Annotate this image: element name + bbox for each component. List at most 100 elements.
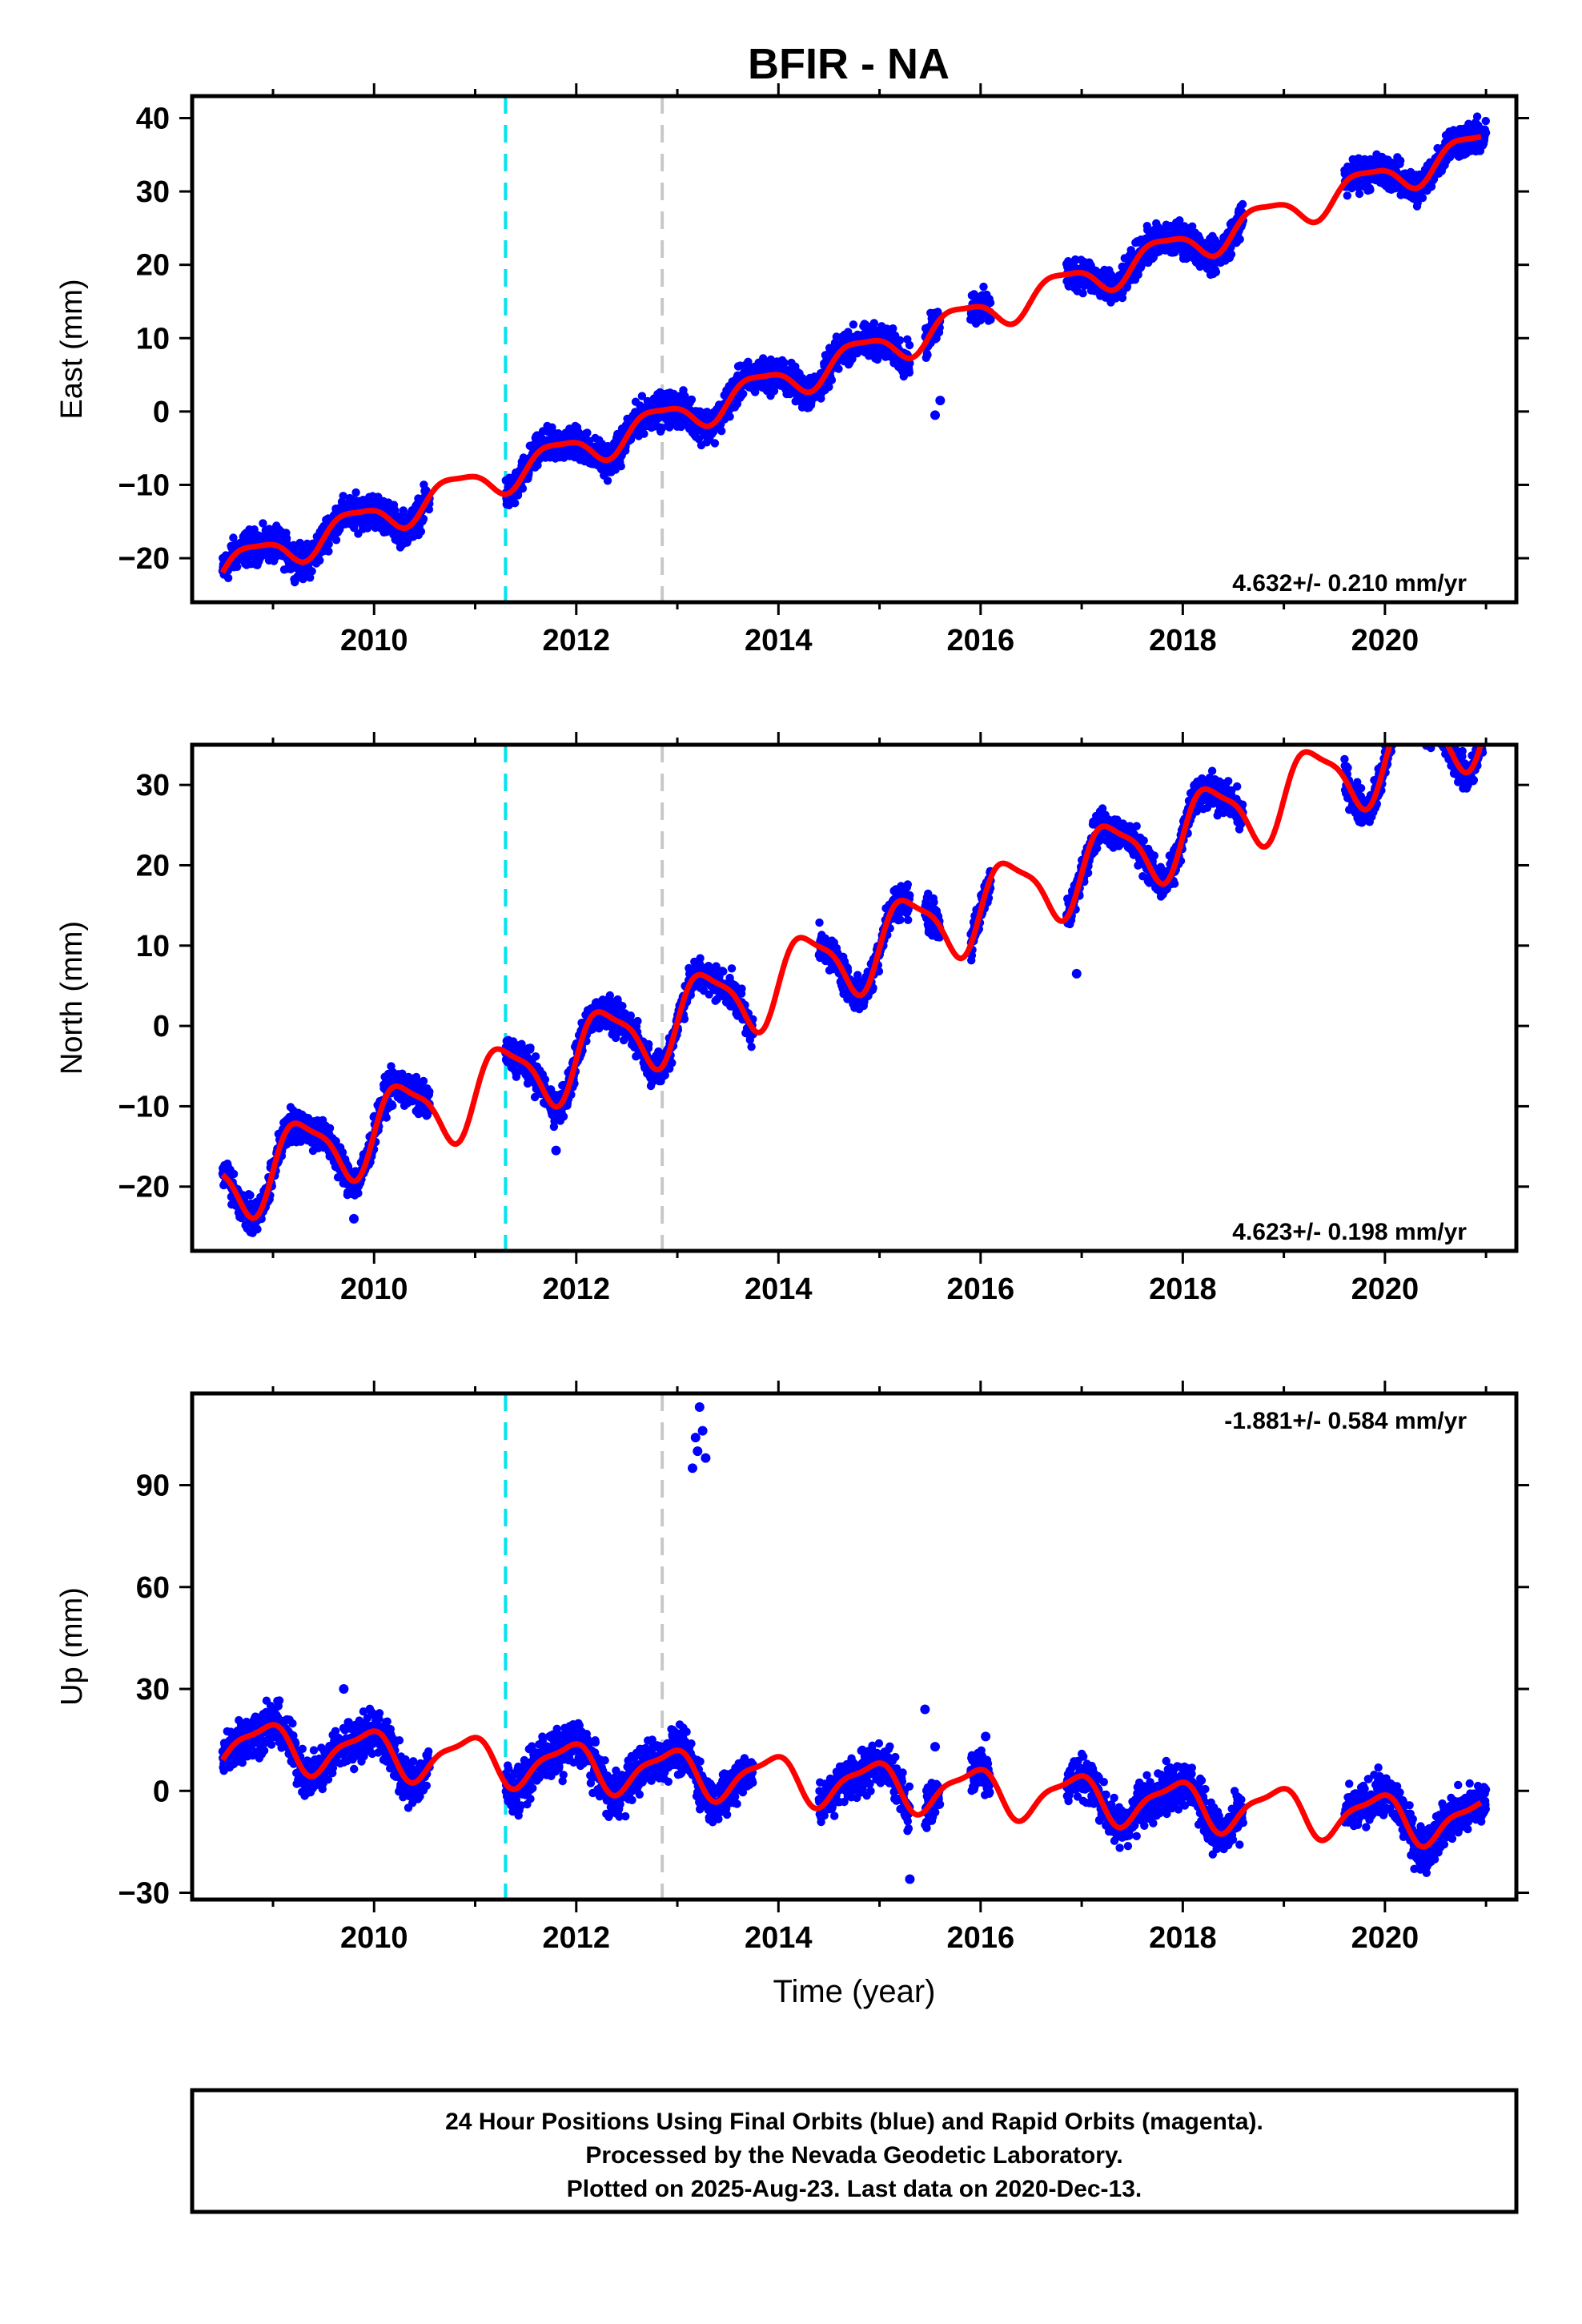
x-tick-label: 2016 [947,1273,1015,1306]
data-point [986,298,995,308]
data-point [1481,116,1491,126]
figure-title: BFIR - NA [748,40,950,88]
data-point [223,573,233,582]
data-point [834,364,843,373]
data-point [849,320,858,329]
data-point [246,1191,255,1200]
data-point [780,358,789,368]
velocity-label: 4.632+/- 0.210 mm/yr [1232,570,1467,597]
data-point [979,282,988,292]
outlier-point [930,410,941,420]
data-point [618,1002,627,1011]
data-point [687,395,697,404]
data-point [325,1124,335,1133]
x-tick-label: 2012 [543,624,611,657]
data-point [658,424,667,432]
y-tick-label: −20 [118,1171,170,1204]
data-point [419,1076,428,1086]
data-point [640,429,648,438]
data-point [548,423,556,432]
data-point [583,428,592,437]
data-point [1078,289,1087,298]
data-point [518,484,528,493]
data-point [282,533,291,543]
observations [218,745,1489,1237]
data-point [1235,235,1244,243]
outlier-point [935,396,946,406]
data-point [626,1011,635,1020]
data-point [1355,189,1364,199]
data-point [633,1016,642,1026]
y-tick-label: 30 [136,769,170,802]
data-point [717,427,726,436]
data-point [259,519,267,528]
x-tick-label: 2018 [1149,624,1217,657]
data-point [1396,156,1405,165]
outlier-point [293,571,303,581]
data-point [399,506,408,515]
x-tick-label: 2010 [340,624,408,657]
data-point [351,488,360,497]
x-tick-label: 2014 [745,624,813,657]
data-point [511,499,520,508]
data-point [1472,112,1482,121]
data-point [905,368,914,377]
data-point [331,536,341,545]
data-point [739,389,748,398]
y-tick-label: 30 [136,175,170,209]
data-point [354,1188,363,1198]
data-point [895,336,905,345]
data-point [1227,250,1236,259]
y-tick-label: −10 [118,1090,170,1124]
data-point [637,392,647,400]
data-point [391,506,400,515]
data-point [315,556,324,565]
data-point [923,351,932,360]
observations [218,112,1491,587]
data-point [339,492,347,501]
data-point [388,1101,397,1111]
x-tick-label: 2014 [745,1273,813,1306]
data-point [233,562,242,571]
y-axis-label: East (mm) [55,279,89,419]
data-point [710,439,720,448]
data-point [869,319,879,328]
y-tick-label: 0 [153,396,170,429]
data-point [229,533,238,542]
y-tick-label: 10 [136,930,170,963]
data-point [603,476,612,485]
y-tick-label: 40 [136,102,170,135]
data-point [350,520,359,529]
data-point [307,567,316,576]
x-tick-label: 2020 [1351,1273,1419,1306]
data-point [668,1059,677,1068]
data-point [229,1169,239,1179]
data-point [526,1043,535,1052]
data-point [425,1088,434,1096]
y-tick-label: 0 [153,1010,170,1043]
data-point [827,376,837,384]
x-tick-label: 2012 [543,1273,611,1306]
data-point [1238,199,1247,209]
y-tick-label: 20 [136,849,170,883]
east-panel: 2010 2012 2014 2016 2018 2020−20−10010203040E… [55,83,1529,657]
data-point [725,412,734,421]
data-point [1211,267,1221,276]
data-point [531,1052,540,1061]
y-tick-label: −10 [118,468,170,502]
data-point [559,1112,568,1121]
data-point [416,527,426,536]
x-tick-label: 2016 [947,624,1015,657]
data-point [1481,128,1491,137]
data-point [889,324,897,333]
north-panel: 2010 2012 2014 2016 2018 2020−20−100102030Nor… [55,732,1529,1306]
y-tick-label: −20 [118,542,170,576]
data-point [905,340,914,350]
data-point [1418,193,1427,203]
outlier-point [263,549,273,560]
data-point [324,540,333,549]
y-tick-label: 10 [136,322,170,356]
data-point [324,547,333,556]
